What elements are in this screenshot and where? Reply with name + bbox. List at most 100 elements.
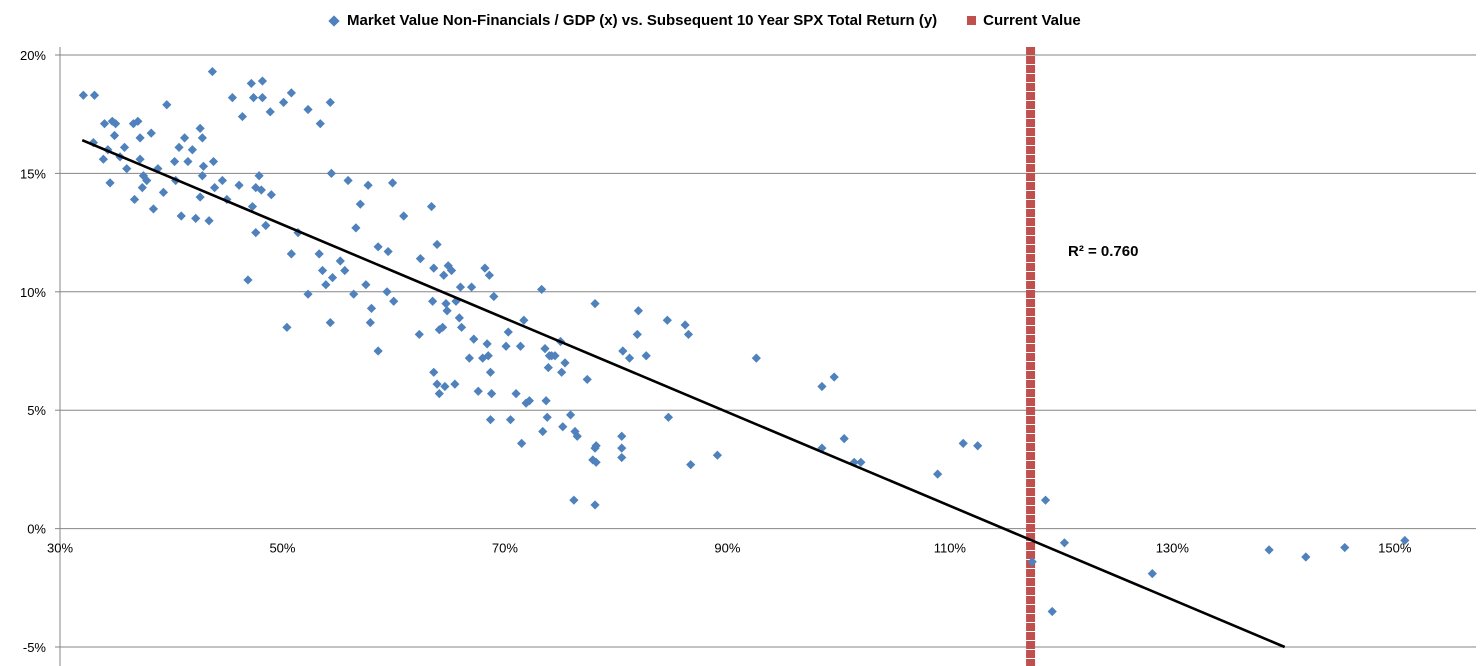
legend-current-value-label: Current Value (983, 12, 1081, 29)
data-point (686, 460, 696, 470)
current-value-marker (1026, 272, 1036, 280)
data-point (243, 275, 253, 285)
current-value-marker (1026, 353, 1036, 361)
current-value-marker (1026, 614, 1036, 622)
data-point (293, 228, 303, 238)
x-tick-label: 30% (47, 541, 73, 556)
data-point (933, 469, 943, 479)
data-point (455, 282, 466, 292)
x-tick-label: 130% (1156, 541, 1190, 556)
data-point (78, 90, 88, 100)
current-value-marker (1026, 344, 1036, 352)
data-point (286, 249, 296, 259)
data-point (257, 76, 268, 86)
data-point (317, 265, 328, 276)
data-point (265, 107, 275, 117)
data-point (1040, 495, 1051, 505)
data-point (142, 175, 152, 186)
data-point (399, 211, 409, 221)
data-point (197, 171, 207, 181)
current-value-marker (1026, 182, 1036, 190)
data-point (383, 246, 393, 257)
data-point (428, 296, 438, 306)
data-point (137, 183, 147, 193)
current-value-marker (1026, 380, 1036, 388)
data-point (414, 329, 424, 340)
data-point (485, 415, 496, 425)
data-point (542, 412, 552, 422)
data-point (751, 353, 761, 363)
data-point (237, 111, 248, 122)
data-point (89, 90, 100, 100)
data-point (179, 133, 190, 143)
data-point (389, 296, 399, 306)
current-value-marker (1026, 263, 1036, 271)
current-value-marker (1026, 398, 1036, 406)
data-point (314, 249, 324, 259)
data-point (234, 180, 244, 190)
data-point (109, 130, 120, 141)
data-point (440, 381, 450, 392)
current-value-marker (1026, 308, 1036, 316)
data-point (662, 315, 672, 325)
legend-square-marker (967, 16, 977, 25)
current-value-marker (1026, 488, 1036, 496)
current-value-marker (1026, 200, 1036, 208)
current-value-marker (1026, 281, 1036, 289)
data-point (617, 452, 627, 463)
data-point (195, 192, 205, 202)
current-value-marker (1026, 110, 1036, 118)
data-point (217, 175, 228, 186)
data-point (174, 142, 184, 152)
x-tick-label: 70% (492, 541, 518, 556)
current-value-marker (1026, 569, 1036, 577)
data-point (515, 341, 526, 351)
current-value-marker (1026, 56, 1036, 64)
y-tick-label: -5% (23, 640, 47, 655)
data-point (473, 386, 483, 396)
data-point (624, 353, 635, 363)
data-point (1340, 542, 1350, 553)
data-point (148, 204, 159, 214)
data-point (254, 171, 264, 181)
data-point (591, 441, 601, 451)
current-value-marker (1026, 596, 1036, 604)
data-point (183, 156, 193, 167)
data-point (303, 104, 313, 115)
current-value-marker (1026, 209, 1036, 217)
current-value-marker (1026, 245, 1036, 253)
data-point (641, 351, 651, 361)
data-point (817, 381, 827, 392)
legend-series-label: Market Value Non-Financials / GDP (x) vs… (347, 12, 938, 29)
current-value-marker (1026, 326, 1036, 334)
data-point (958, 438, 968, 448)
data-point (1400, 535, 1410, 546)
data-point (266, 190, 276, 200)
data-point (590, 299, 600, 309)
data-point (590, 500, 600, 510)
data-point (327, 272, 338, 283)
data-point (482, 339, 492, 349)
data-point (191, 213, 201, 223)
current-value-marker (1026, 92, 1036, 100)
data-point (519, 315, 529, 325)
data-point (517, 438, 527, 448)
data-point (207, 66, 217, 77)
data-point (432, 379, 442, 389)
current-value-marker (1026, 587, 1036, 595)
data-point (429, 367, 439, 377)
data-point (429, 263, 439, 273)
data-point (133, 116, 143, 126)
current-value-marker (1026, 443, 1036, 451)
data-point (543, 362, 553, 373)
data-point (366, 303, 377, 313)
data-point (849, 457, 859, 467)
current-value-marker (1026, 83, 1036, 91)
data-point (541, 396, 551, 406)
data-point (98, 154, 108, 164)
data-point (817, 443, 827, 453)
current-value-marker (1026, 524, 1036, 532)
data-point (246, 78, 256, 89)
current-value-marker (1026, 479, 1036, 487)
data-point (683, 329, 694, 340)
